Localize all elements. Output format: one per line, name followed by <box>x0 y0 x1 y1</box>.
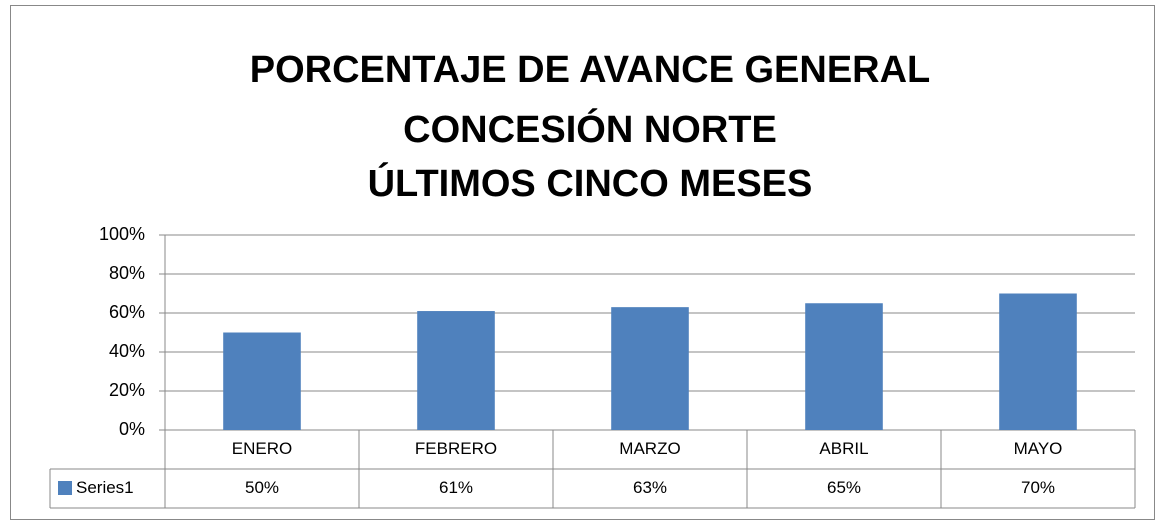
chart-frame <box>10 5 1155 520</box>
y-tick-label: 100% <box>99 224 145 244</box>
chart-title: CONCESIÓN NORTE <box>403 107 777 151</box>
x-tick-label: MARZO <box>619 439 680 458</box>
bar <box>417 311 495 430</box>
value-label: 63% <box>633 478 667 497</box>
bar <box>999 293 1077 430</box>
value-label: 61% <box>439 478 473 497</box>
y-tick-label: 0% <box>119 419 145 439</box>
y-tick-label: 80% <box>109 263 145 283</box>
value-label: 65% <box>827 478 861 497</box>
chart-title: PORCENTAJE DE AVANCE GENERAL <box>250 49 931 91</box>
y-tick-label: 40% <box>109 341 145 361</box>
y-tick-label: 60% <box>109 302 145 322</box>
x-tick-label: FEBRERO <box>415 439 497 458</box>
value-label: 50% <box>245 478 279 497</box>
legend-label: Series1 <box>76 478 134 497</box>
x-tick-label: MAYO <box>1014 439 1063 458</box>
value-label: 70% <box>1021 478 1055 497</box>
chart-title: ÚLTIMOS CINCO MESES <box>368 161 813 205</box>
y-tick-label: 20% <box>109 380 145 400</box>
bar <box>611 307 689 430</box>
legend-key <box>58 481 72 495</box>
x-tick-label: ENERO <box>232 439 292 458</box>
bar <box>223 332 301 430</box>
x-tick-label: ABRIL <box>819 439 868 458</box>
bar <box>805 303 883 430</box>
